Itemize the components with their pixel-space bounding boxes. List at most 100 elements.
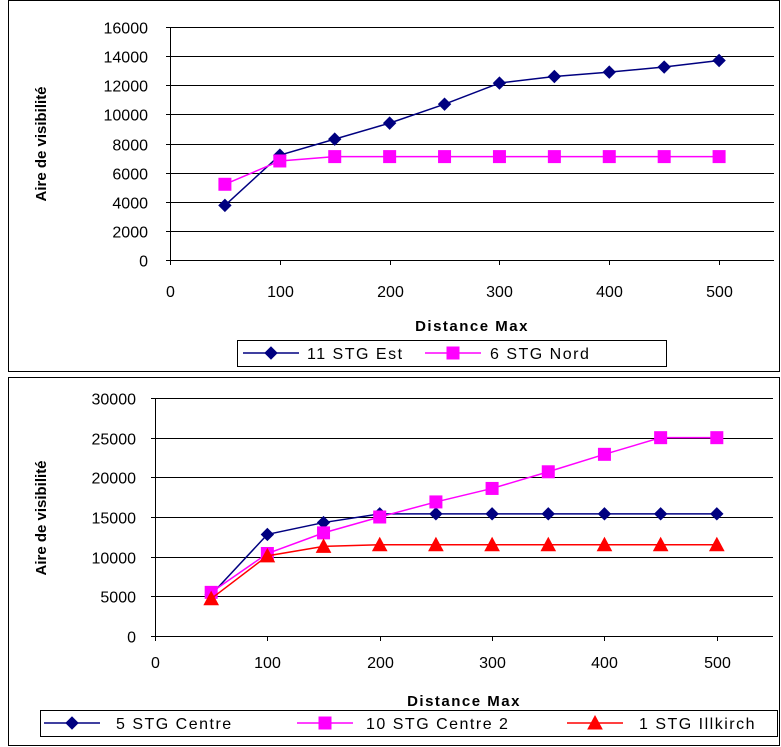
y-tick-label: 20000 (92, 471, 137, 488)
data-point (597, 507, 612, 521)
chart-1: 0 2000 4000 6000 8000 10000 12000 14000 16000 0 10… (8, 0, 780, 372)
data-point (653, 507, 668, 521)
data-point (541, 465, 555, 479)
x-tick-label: 0 (151, 655, 160, 672)
legend: 5 STG Centre 10 STG Centre 2 1 STG Illkirc… (40, 710, 778, 737)
y-tick-label: 0 (127, 630, 136, 647)
x-tick-label: 500 (706, 284, 733, 301)
data-point (438, 150, 452, 164)
series-line (224, 59, 720, 206)
data-point (382, 116, 397, 130)
y-tick-label: 8000 (112, 138, 148, 155)
data-point (315, 538, 332, 553)
data-point (484, 536, 500, 552)
series-1 (218, 53, 726, 213)
legend-label: 10 STG Centre 2 (366, 716, 509, 733)
data-point (273, 154, 287, 168)
data-point (429, 495, 443, 509)
data-point (708, 536, 725, 552)
data-point (602, 150, 616, 164)
x-tick-label: 100 (254, 655, 281, 672)
series-3 (203, 536, 725, 606)
data-point (541, 507, 555, 521)
data-point (485, 507, 499, 521)
legend: 11 STG Est 6 STG Nord (237, 340, 667, 367)
data-point (373, 510, 387, 524)
data-point (317, 526, 331, 540)
legend-marker (65, 716, 79, 730)
legend-label: 11 STG Est (307, 346, 404, 363)
legend-marker (318, 716, 332, 730)
data-point (437, 97, 452, 111)
data-point (597, 447, 611, 461)
series-line (224, 155, 720, 185)
series-2 (218, 150, 726, 191)
legend-marker (264, 346, 278, 360)
y-axis-title: Aire de visibilité (33, 460, 50, 575)
data-point (371, 536, 388, 552)
data-point (485, 481, 499, 495)
y-tick-label: 16000 (104, 21, 149, 38)
series-line (210, 513, 717, 596)
data-point (652, 536, 669, 552)
x-tick-label: 400 (596, 284, 623, 301)
legend-label: 6 STG Nord (490, 346, 590, 363)
y-tick-label: 4000 (112, 196, 148, 213)
data-point (547, 150, 561, 164)
data-point (657, 150, 671, 164)
data-point (654, 431, 668, 445)
y-tick-label: 5000 (100, 590, 136, 607)
y-axis-title: Aire de visibilité (33, 86, 50, 201)
data-point (259, 547, 276, 563)
data-point (260, 527, 275, 542)
data-point (218, 177, 232, 191)
x-tick-label: 400 (591, 655, 618, 672)
data-point (428, 536, 444, 552)
x-tick-label: 300 (486, 284, 513, 301)
data-point (657, 60, 671, 74)
data-point (547, 69, 562, 84)
data-point (540, 536, 557, 552)
legend-marker (446, 346, 460, 360)
x-tick-label: 300 (479, 655, 506, 672)
data-point (596, 536, 613, 552)
data-point (203, 590, 220, 606)
x-axis-title: Distance Max (415, 318, 529, 335)
legend-marker (587, 714, 603, 730)
series-line (210, 544, 717, 600)
data-point (383, 150, 397, 164)
series-2 (204, 431, 724, 599)
x-tick-label: 500 (704, 655, 731, 672)
y-tick-label: 14000 (104, 50, 149, 67)
data-point (712, 53, 726, 68)
data-point (328, 132, 342, 146)
y-tick-label: 12000 (104, 79, 149, 96)
y-tick-label: 25000 (92, 432, 137, 449)
data-point (710, 507, 724, 521)
x-tick-label: 200 (377, 284, 404, 301)
x-tick-label: 0 (166, 284, 175, 301)
data-point (492, 76, 507, 90)
y-tick-label: 6000 (112, 167, 148, 184)
y-tick-label: 30000 (92, 392, 137, 409)
y-tick-label: 0 (139, 254, 148, 271)
x-tick-label: 200 (367, 655, 394, 672)
y-tick-label: 15000 (92, 511, 137, 528)
legend-box (40, 710, 778, 737)
data-point (328, 150, 342, 164)
data-point (602, 65, 616, 79)
data-point (492, 150, 506, 164)
data-point (712, 150, 726, 164)
legend-label: 5 STG Centre (116, 716, 233, 733)
chart-frame (8, 0, 780, 372)
data-point (218, 198, 232, 213)
legend-label: 1 STG Illkirch (639, 716, 756, 733)
chart-2: 0 5000 10000 15000 20000 25000 30000 0 100 200 300… (8, 377, 780, 746)
y-tick-label: 10000 (104, 108, 149, 125)
data-point (429, 507, 443, 521)
series-line (210, 436, 717, 593)
x-axis-title: Distance Max (407, 693, 521, 710)
data-point (710, 431, 724, 445)
y-tick-label: 2000 (112, 225, 148, 242)
